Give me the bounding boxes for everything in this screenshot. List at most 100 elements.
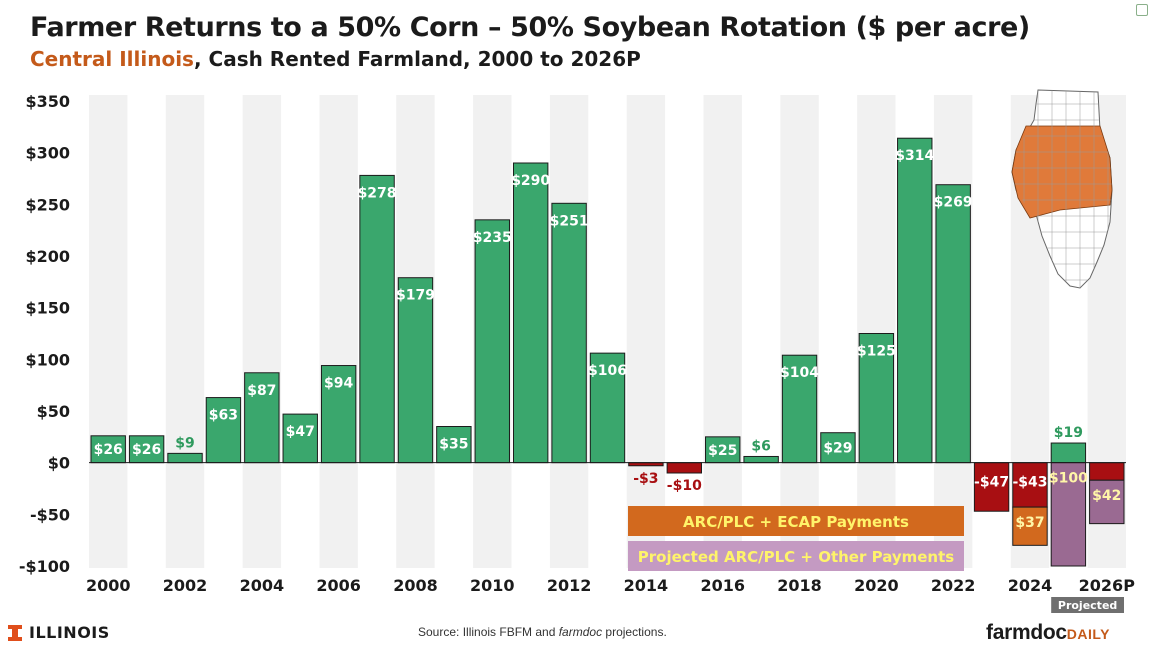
year-stripe [89,95,128,568]
year-stripe [165,95,205,568]
y-tick-label: $150 [25,299,70,318]
y-tick-label: $200 [25,247,70,266]
payment-bar [1089,479,1125,525]
x-tick-label: 2012 [547,576,592,595]
year-stripe [703,95,742,568]
return-bar [858,333,895,464]
legend-label: Projected ARC/PLC + Other Payments [638,548,955,566]
y-tick-label: $350 [25,92,70,111]
value-label: $314 [895,148,934,164]
value-label: $9 [175,435,194,451]
return-bar [589,352,626,464]
year-stripe [857,95,896,568]
source-prefix: Source: Illinois FBFM and [418,625,559,639]
x-tick-label: 2018 [777,576,822,595]
brand-sub: DAILY [1066,626,1110,642]
return-bar [436,426,472,464]
year-stripe [319,95,358,568]
value-label: $47 [286,424,315,440]
payment-bar [1012,506,1048,546]
return-bar [128,435,165,464]
returns-bar-chart: $350 $300 $250 $200 $150 $100 $50 $0 -$50 -$100 $2… [19,89,1136,613]
value-label: $251 [550,213,589,229]
brand-main: farmdoc [986,621,1067,644]
y-tick-label: $0 [48,454,70,473]
return-bar [1012,462,1048,508]
y-tick-label: $250 [25,195,70,214]
value-label: -$47 [974,475,1009,491]
value-label: $25 [708,443,737,459]
return-bar [973,462,1010,512]
illinois-logo: ILLINOIS [8,623,110,642]
y-tick-label: -$50 [30,505,70,524]
value-label: $269 [934,195,973,211]
return-bar [205,397,242,464]
value-label: $6 [751,438,770,454]
value-label: $26 [94,442,123,458]
return-bar [244,372,280,464]
return-bar [1050,442,1087,464]
return-bar [820,432,856,464]
return-bar [705,436,741,464]
farmdoc-daily-logo: farmdocDAILY [986,621,1110,645]
return-bar [320,365,357,464]
payment-label: $37 [1015,515,1044,531]
illinois-block-i-icon [8,624,22,641]
source-italic: farmdoc [558,625,603,639]
value-label: -$10 [667,478,702,494]
return-bar [551,202,587,464]
subtitle-rest: , Cash Rented Farmland, 2000 to 2026P [193,47,641,71]
x-tick-label: 2010 [470,576,515,595]
return-bar [90,435,126,464]
source-suffix: projections. [602,625,667,639]
x-tick-label: 2020 [854,576,899,595]
projected-badge-label: Projected [1058,599,1117,612]
value-label: $290 [511,173,550,189]
year-stripe [626,95,666,568]
return-bar [282,413,318,464]
value-label: $125 [857,344,896,360]
value-label: $179 [396,288,435,304]
y-tick-label: $50 [37,402,70,421]
y-tick-label: $100 [25,350,70,369]
value-label: $278 [358,185,397,201]
x-tick-label: 2014 [624,576,669,595]
value-label: $94 [324,376,353,392]
return-bar [781,354,818,464]
return-bar [666,462,703,474]
subtitle-region: Central Illinois [30,47,194,71]
value-label: $19 [1054,425,1083,441]
value-label: $26 [132,442,161,458]
x-tick-label: 2000 [86,576,131,595]
source-note: Source: Illinois FBFM and farmdoc projec… [418,625,667,639]
chart-subtitle: Central Illinois, Cash Rented Farmland, … [30,47,641,71]
x-tick-label: 2022 [931,576,976,595]
value-label: -$43 [1012,475,1047,491]
x-tick-label: 2002 [163,576,208,595]
x-tick-label: 2016 [700,576,745,595]
return-bar [474,219,510,464]
return-bar [1089,462,1125,481]
return-bar [512,162,549,464]
value-label: $106 [588,363,627,379]
x-tick-label: 2024 [1008,576,1053,595]
legend-swatch [628,541,964,571]
value-label: $29 [823,441,852,457]
window-corner-icon [1136,4,1148,16]
return-bar [743,455,779,464]
x-tick-label: 2008 [393,576,438,595]
payment-label: $42 [1092,488,1121,504]
legend-label: ARC/PLC + ECAP Payments [683,513,909,531]
return-bar [167,452,203,464]
x-tick-label: 2026P [1079,576,1136,595]
y-tick-label: -$100 [19,557,70,576]
value-label: $104 [780,365,819,381]
payment-label: $100 [1049,471,1088,487]
return-bar [359,174,395,464]
illinois-logo-text: ILLINOIS [29,623,110,642]
chart-title: Farmer Returns to a 50% Corn – 50% Soybe… [30,12,1030,43]
x-tick-label: 2006 [316,576,361,595]
value-label: $87 [247,383,276,399]
value-label: $63 [209,408,238,424]
return-bar [935,184,971,464]
